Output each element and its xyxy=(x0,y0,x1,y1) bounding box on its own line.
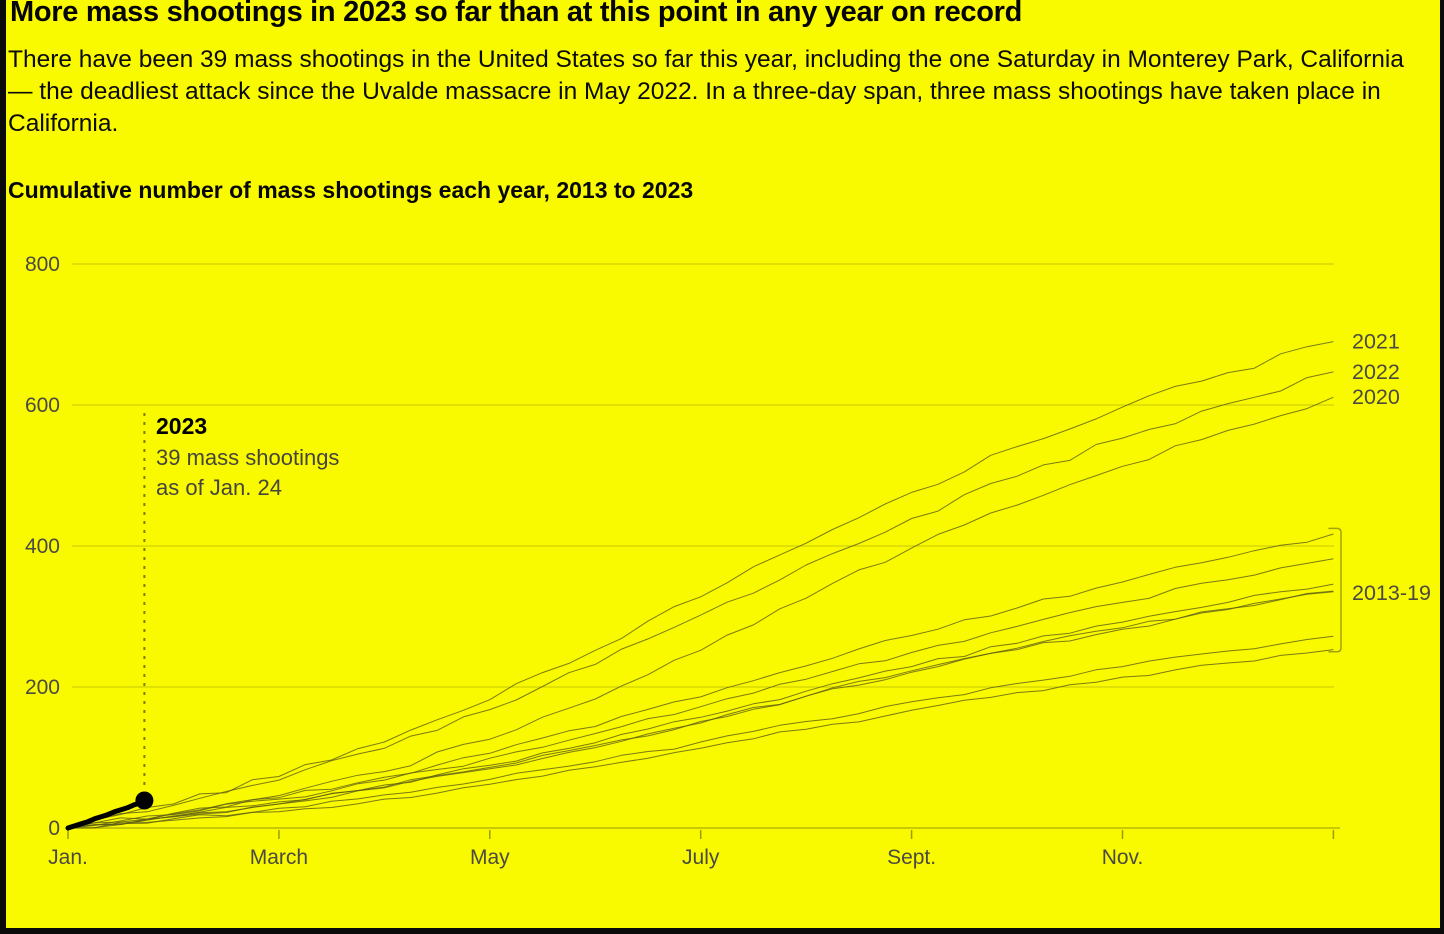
x-axis-group: Jan. March May July Sept. Nov. xyxy=(48,830,1335,869)
annotation-line2: as of Jan. 24 xyxy=(156,475,282,500)
annotation-line1: 39 mass shootings xyxy=(156,445,339,470)
y-tick-label-0: 0 xyxy=(48,817,60,840)
line-2019 xyxy=(67,533,1334,829)
line-2021 xyxy=(67,341,1334,829)
intro-paragraph: There have been 39 mass shootings in the… xyxy=(8,46,1404,137)
line-2014 xyxy=(67,635,1334,829)
line-2023 xyxy=(65,798,147,831)
line-2022 xyxy=(67,371,1334,829)
x-tick-label-Nov: Nov. xyxy=(1102,846,1144,869)
group-bracket-label: 2013-19 xyxy=(1352,581,1431,605)
y-tick-label-800: 800 xyxy=(25,253,60,276)
right-border-strip xyxy=(1440,0,1444,934)
y-tick-label-600: 600 xyxy=(25,394,60,417)
y-tick-label-200: 200 xyxy=(25,676,60,699)
left-border-strip xyxy=(0,0,6,934)
annotation-year: 2023 xyxy=(156,413,207,439)
line-label-2022: 2022 xyxy=(1352,360,1400,384)
x-tick-label-Sept: Sept. xyxy=(887,846,936,869)
line-2017 xyxy=(67,583,1334,829)
x-tick-label-March: March xyxy=(250,846,308,869)
latest-point-2023-dot xyxy=(135,791,154,810)
years-2013-19-bracket xyxy=(1328,527,1342,653)
gridlines-group xyxy=(67,263,1340,829)
year-lines-group xyxy=(67,341,1334,829)
y-axis-labels-group: 0 200 400 600 800 xyxy=(25,253,60,840)
line-label-2020: 2020 xyxy=(1352,385,1400,409)
x-tick-label-May: May xyxy=(470,846,510,869)
line-2013 xyxy=(67,649,1334,829)
chart-title: Cumulative number of mass shootings each… xyxy=(8,177,694,203)
y-tick-label-400: 400 xyxy=(25,535,60,558)
line-label-2021: 2021 xyxy=(1352,330,1400,354)
line-2015 xyxy=(67,591,1334,829)
line-2020 xyxy=(67,396,1334,829)
x-tick-label-Jan: Jan. xyxy=(48,846,88,869)
x-tick-label-July: July xyxy=(682,846,720,869)
page-title: More mass shootings in 2023 so far than … xyxy=(10,0,1023,28)
line-2018 xyxy=(67,590,1334,829)
bottom-border-strip xyxy=(0,928,1444,934)
line-2016 xyxy=(67,558,1334,829)
